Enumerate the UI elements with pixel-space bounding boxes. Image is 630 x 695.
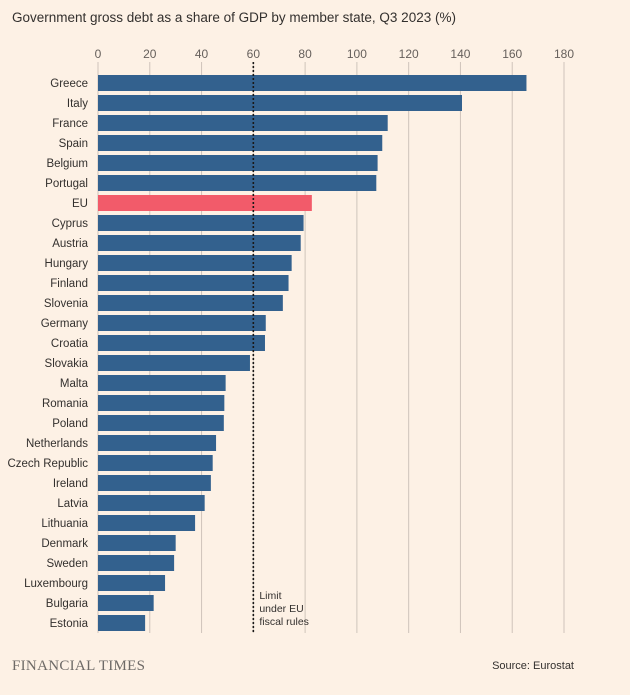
x-tick-label: 0 [95,47,102,61]
source-note: Source: Eurostat [492,660,574,672]
category-label: Ireland [53,478,88,490]
category-label: Belgium [46,158,88,170]
category-label: France [52,118,88,130]
category-label: Portugal [45,178,88,190]
category-label: Bulgaria [46,598,89,610]
bar-portugal [98,175,377,191]
bar-cyprus [98,215,304,231]
bar-estonia [98,615,146,631]
category-label: Slovenia [44,298,89,310]
category-label: Malta [60,378,89,390]
x-axis-ticks: 0 20 40 60 80 100 120 140 160 180 [95,47,575,61]
bar-austria [98,235,301,251]
bar-greece [98,75,527,91]
bar-germany [98,315,266,331]
category-label: Cyprus [52,218,89,230]
ft-logo-text: FINANCIAL TIMES [12,658,146,674]
category-label: Estonia [50,618,89,630]
bar-romania [98,395,225,411]
bar-france [98,115,388,131]
reference-line-label: fiscal rules [259,616,309,628]
bar-netherlands [98,435,217,451]
category-label: Poland [52,418,88,430]
category-label: Hungary [45,258,89,270]
bar-slovenia [98,295,283,311]
category-label: Sweden [46,558,88,570]
bar-lithuania [98,515,196,531]
x-tick-label: 40 [195,47,209,61]
category-label: EU [72,198,88,210]
bar-slovakia [98,355,250,371]
bar-denmark [98,535,176,551]
bar-ireland [98,475,211,491]
bars [98,75,527,631]
category-label: Denmark [41,538,88,550]
reference-line-label: under EU [259,603,303,615]
category-label: Romania [42,398,89,410]
bar-spain [98,135,383,151]
category-label: Greece [50,78,88,90]
bar-poland [98,415,224,431]
x-tick-label: 160 [502,47,522,61]
category-label: Croatia [51,338,89,350]
x-tick-label: 80 [298,47,312,61]
x-tick-label: 180 [554,47,574,61]
category-label: Spain [59,138,88,150]
bar-bulgaria [98,595,154,611]
category-label: Latvia [57,498,88,510]
bar-croatia [98,335,265,351]
bar-sweden [98,555,175,571]
bar-czech-republic [98,455,213,471]
bar-luxembourg [98,575,166,591]
category-label: Lithuania [41,518,88,530]
category-label: Finland [50,278,88,290]
bar-belgium [98,155,378,171]
x-tick-label: 120 [399,47,419,61]
bar-latvia [98,495,205,511]
x-tick-label: 100 [347,47,367,61]
bar-eu [98,195,312,211]
bar-finland [98,275,289,291]
chart-title: Government gross debt as a share of GDP … [12,10,456,25]
category-label: Austria [52,238,88,250]
category-label: Netherlands [26,438,88,450]
category-label: Germany [41,318,89,330]
reference-line-label: Limit [259,590,281,602]
category-label: Czech Republic [7,458,88,470]
bar-malta [98,375,226,391]
category-label: Luxembourg [24,578,88,590]
bar-hungary [98,255,292,271]
category-label: Italy [67,98,88,110]
category-labels: Greece Italy France Spain Belgium Portugal EU C… [7,78,88,630]
x-tick-label: 60 [247,47,261,61]
x-tick-label: 20 [143,47,157,61]
x-tick-label: 140 [450,47,470,61]
bar-italy [98,95,462,111]
category-label: Slovakia [45,358,89,370]
